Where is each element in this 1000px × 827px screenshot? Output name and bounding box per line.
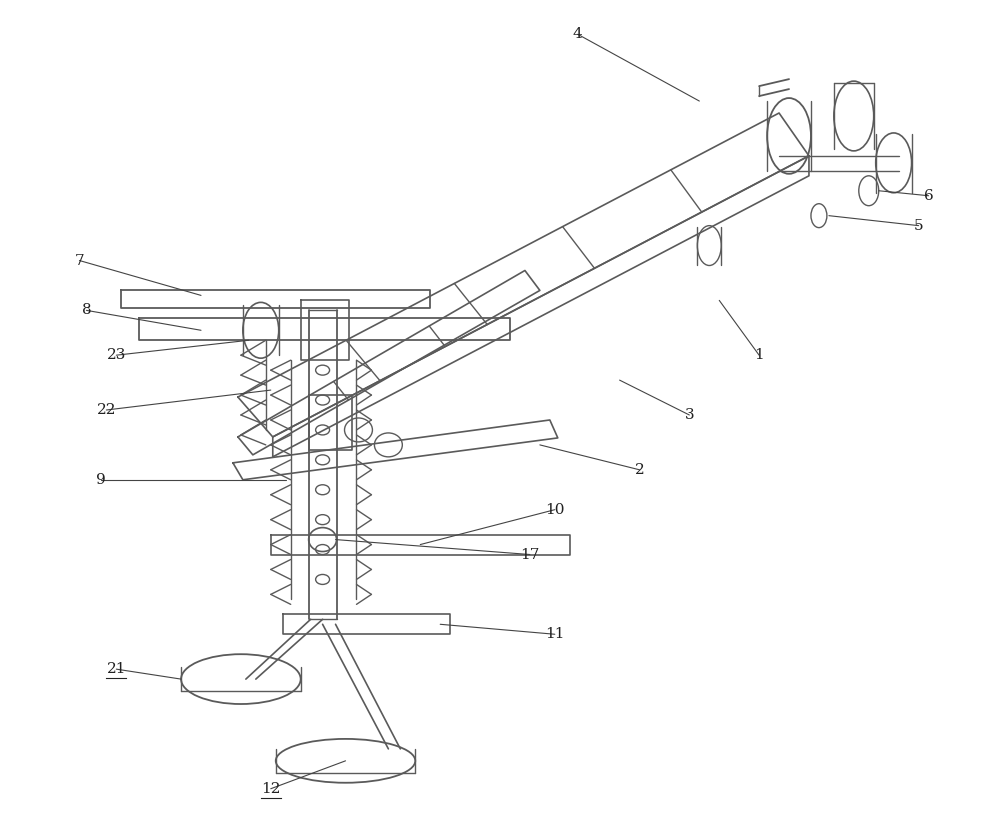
Text: 6: 6 [924, 189, 933, 203]
Text: 10: 10 [545, 503, 565, 517]
Text: 4: 4 [573, 27, 583, 41]
Text: 17: 17 [520, 547, 540, 562]
Text: 23: 23 [107, 348, 126, 362]
Text: 7: 7 [75, 254, 84, 267]
Text: 2: 2 [635, 463, 644, 477]
Text: 9: 9 [96, 473, 106, 487]
Text: 22: 22 [97, 403, 116, 417]
Text: 8: 8 [82, 304, 91, 318]
Text: 12: 12 [261, 782, 281, 796]
Text: 1: 1 [754, 348, 764, 362]
Text: 3: 3 [685, 408, 694, 422]
Text: 21: 21 [107, 662, 126, 676]
Text: 5: 5 [914, 218, 923, 232]
Text: 11: 11 [545, 627, 565, 641]
